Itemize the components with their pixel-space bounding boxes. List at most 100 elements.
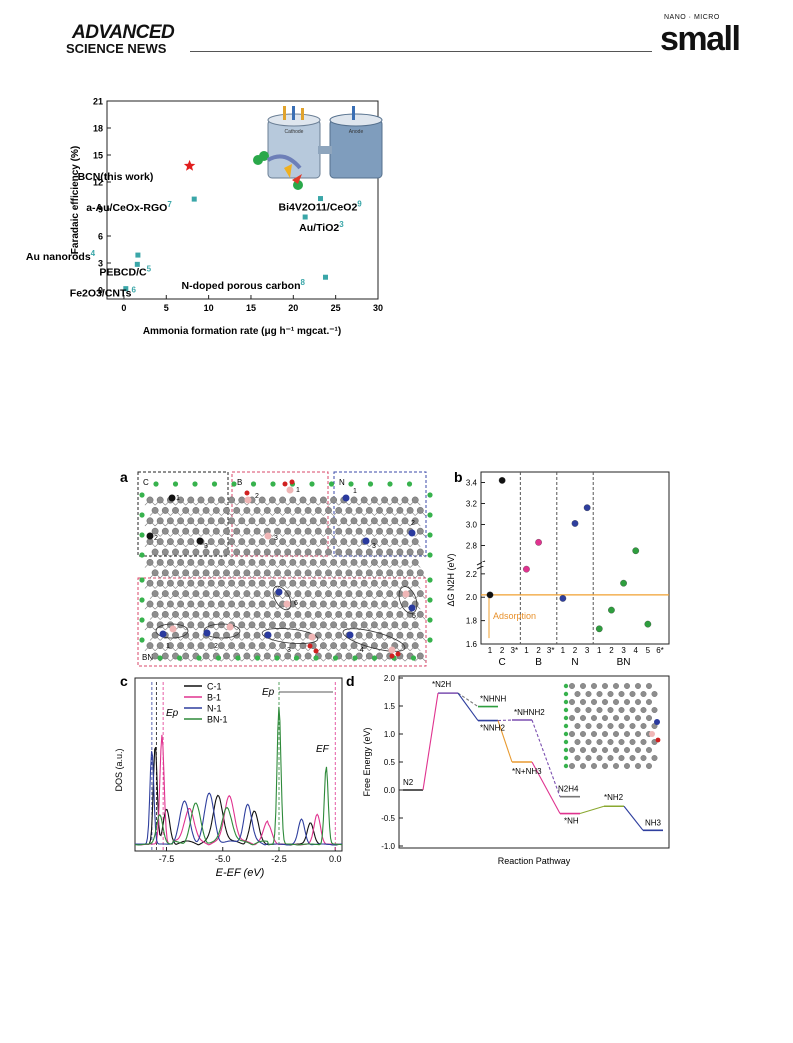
hydrogen-atom: [563, 763, 569, 769]
x-tick-label: 2: [536, 646, 541, 655]
carbon-atom: [263, 569, 271, 577]
carbon-atom: [228, 538, 236, 545]
carbon-atom: [187, 559, 195, 566]
carbon-atom: [325, 548, 332, 556]
carbon-atom: [401, 600, 409, 608]
data-point-label: Au nanorods4: [26, 249, 96, 263]
carbon-atom: [350, 579, 358, 587]
carbon-atom: [386, 527, 394, 535]
y-tick-label: 3: [98, 259, 103, 269]
section-bn-label: BN: [142, 653, 153, 662]
carbon-atom: [355, 590, 363, 597]
carbon-atom: [253, 590, 261, 597]
data-point: [620, 579, 627, 587]
carbon-atom: [314, 569, 322, 577]
carbon-atom: [217, 538, 225, 545]
carbon-atom: [258, 621, 266, 629]
carbon-atom: [289, 621, 297, 629]
hydrogen-atom: [157, 655, 163, 661]
hydrogen-atom: [563, 707, 569, 713]
carbon-atom: [350, 517, 358, 525]
carbon-atom: [243, 569, 251, 577]
panel-a-tag: a: [120, 469, 128, 485]
panel-a-site-ellipses: [155, 585, 418, 652]
carbon-atom: [376, 611, 383, 618]
carbon-atom: [646, 715, 652, 721]
carbon-atom: [629, 755, 636, 761]
site-number: 1: [296, 487, 300, 494]
hydrogen-atom: [427, 577, 433, 583]
hydrogen-atom: [139, 577, 145, 583]
carbon-atom: [370, 538, 378, 545]
data-point: [523, 565, 530, 573]
state-label: *N2H: [432, 680, 451, 689]
carbon-atom: [401, 621, 409, 629]
carbon-atom: [355, 631, 363, 639]
y-tick-label: 1.5: [384, 702, 396, 711]
x-tick-label: 4: [633, 646, 638, 655]
carbon-atom: [172, 548, 179, 556]
carbon-atom: [223, 506, 230, 514]
carbon-atom: [212, 569, 220, 577]
carbon-atom: [258, 496, 266, 504]
carbon-atom: [294, 569, 302, 577]
carbon-atom: [355, 506, 363, 514]
carbon-atom: [263, 652, 271, 660]
carbon-atom: [381, 600, 388, 608]
hydrogen-atom: [563, 699, 569, 705]
carbon-atom: [340, 579, 348, 587]
carbon-atom: [365, 590, 373, 597]
carbon-atom: [602, 683, 608, 689]
carbon-atom: [330, 642, 337, 649]
carbon-atom: [248, 517, 256, 525]
site-number: 1: [176, 495, 180, 502]
carbon-atom: [618, 755, 625, 761]
y-tick-label: 1.0: [384, 730, 396, 739]
carbon-atom: [406, 506, 414, 514]
carbon-atom: [370, 642, 378, 649]
cathode-label: Cathode: [285, 129, 304, 135]
carbon-atom: [580, 763, 586, 769]
carbon-atom: [304, 506, 312, 514]
adsorbate-atom: [655, 737, 661, 743]
carbon-atom: [197, 496, 205, 504]
carbon-atom: [223, 652, 230, 660]
carbon-atom: [370, 517, 378, 525]
y-tick-label: 0.5: [384, 758, 396, 767]
carbon-atom: [629, 723, 636, 729]
carbon-atom: [166, 642, 174, 649]
hydrogen-atom: [250, 481, 257, 487]
data-point-label: a-Au/CeOx-RGO7: [86, 200, 172, 214]
carbon-atom: [640, 691, 647, 697]
hydrogen-atom: [192, 481, 198, 487]
panel-b-frame: [480, 471, 670, 645]
carbon-atom: [289, 538, 297, 545]
carbon-atom: [146, 517, 154, 525]
carbon-atom: [299, 621, 307, 629]
axis-break: [476, 560, 486, 566]
carbon-atom: [646, 683, 652, 689]
carbon-atom: [177, 559, 185, 566]
hydrogen-atom: [387, 481, 393, 487]
y-tick-label: 2.0: [466, 593, 478, 602]
carbon-atom: [151, 506, 159, 514]
carbon-atom: [161, 652, 169, 660]
panel-d-tag: d: [346, 673, 355, 689]
panel-c-ticks: -7.5 -5.0 -2.5 0.0: [151, 682, 342, 864]
carbon-atom: [381, 538, 388, 545]
carbon-atom: [319, 538, 327, 545]
data-point-label: BCN(this work): [78, 171, 154, 183]
carbon-atom: [401, 496, 409, 504]
hydrogen-atom: [211, 481, 218, 487]
carbon-atom: [192, 527, 200, 535]
y-tick-label: -1.0: [381, 842, 395, 851]
group-label: B: [535, 657, 542, 668]
site-number: 2: [255, 493, 259, 500]
y-tick-label: 6: [98, 232, 103, 242]
carbon-atom: [299, 538, 307, 545]
carbon-atom: [172, 611, 179, 618]
carbon-atom: [187, 600, 195, 608]
y-tick-label: 2.0: [384, 674, 396, 683]
carbon-atom: [411, 579, 419, 587]
carbon-atom: [391, 538, 399, 545]
